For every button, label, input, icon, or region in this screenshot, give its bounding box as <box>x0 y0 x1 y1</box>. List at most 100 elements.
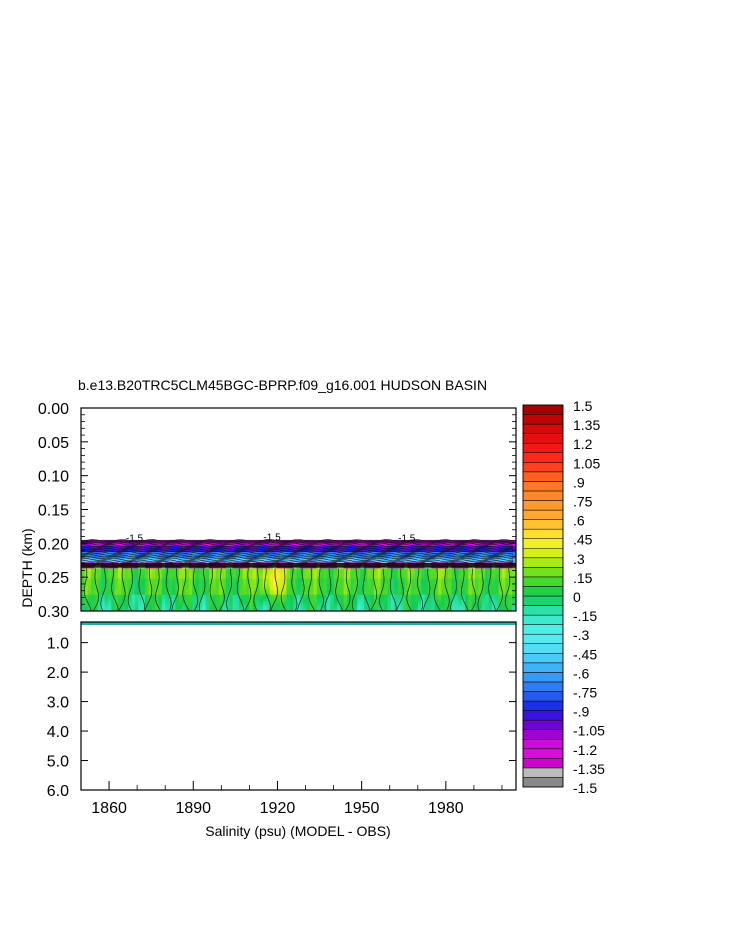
field-cell <box>414 576 419 580</box>
field-cell <box>134 576 139 580</box>
field-cell <box>310 582 314 586</box>
field-cell <box>249 580 254 584</box>
field-cell <box>464 576 469 580</box>
field-cell <box>414 586 419 590</box>
field-cell <box>293 608 298 611</box>
field-cell <box>384 608 389 611</box>
field-cell <box>501 592 506 596</box>
field-cell <box>208 554 213 557</box>
field-cell <box>128 560 133 563</box>
field-cell <box>444 600 449 604</box>
field-cell <box>279 582 284 586</box>
field-cell <box>121 546 126 549</box>
field-cell <box>421 558 426 561</box>
field-cell <box>367 590 372 594</box>
field-cell <box>464 584 469 588</box>
field-cell <box>307 613 311 616</box>
field-cell <box>299 544 304 547</box>
field-cell <box>289 592 294 596</box>
field-cell <box>363 600 368 604</box>
field-cell <box>151 552 156 555</box>
field-cell <box>343 572 348 576</box>
field-cell <box>468 604 473 608</box>
field-cell <box>387 608 392 611</box>
field-cell <box>178 574 183 578</box>
field-cell <box>485 570 490 574</box>
field-cell <box>165 608 170 611</box>
field-cell <box>165 594 170 598</box>
field-cell <box>377 548 382 551</box>
field-cell <box>444 544 449 547</box>
field-cell <box>404 590 409 594</box>
field-cell <box>488 578 493 582</box>
field-cell <box>269 584 274 588</box>
field-cell <box>155 596 160 600</box>
field-cell <box>239 544 244 547</box>
field-cell <box>320 580 325 584</box>
field-cell <box>198 608 203 611</box>
field-cell <box>512 604 516 608</box>
field-cell <box>124 606 129 610</box>
field-cell <box>296 574 301 578</box>
field-cell <box>387 558 392 561</box>
field-cell <box>111 584 116 588</box>
field-cell <box>320 546 325 549</box>
field-cell <box>377 606 382 610</box>
field-cell <box>124 568 129 571</box>
field-cell <box>101 572 106 576</box>
field-cell <box>454 598 459 602</box>
field-cell <box>414 588 419 592</box>
field-cell <box>266 590 271 594</box>
field-cell <box>104 598 109 602</box>
field-cell <box>293 578 298 582</box>
field-cell <box>411 613 415 616</box>
field-cell <box>178 606 183 610</box>
field-cell <box>272 586 277 590</box>
field-cell <box>350 554 355 557</box>
field-cell <box>144 598 149 602</box>
field-cell <box>340 574 345 578</box>
field-cell <box>256 568 261 571</box>
field-cell <box>256 592 261 596</box>
field-cell <box>148 594 153 598</box>
field-cell <box>347 580 352 584</box>
field-cell <box>283 582 288 586</box>
field-cell <box>377 550 382 553</box>
field-cell <box>215 590 220 594</box>
field-cell <box>475 613 479 616</box>
field-cell <box>94 556 99 559</box>
field-cell <box>448 572 453 576</box>
field-cell <box>229 602 234 606</box>
field-cell <box>407 596 412 600</box>
field-cell <box>407 590 412 594</box>
field-cell <box>161 582 166 586</box>
field-cell <box>471 598 476 602</box>
field-cell <box>434 570 439 574</box>
field-cell <box>333 608 338 611</box>
field-cell <box>508 576 513 580</box>
field-cell <box>505 594 510 598</box>
field-cell <box>424 600 429 604</box>
field-cell <box>239 584 244 588</box>
field-cell <box>198 578 203 582</box>
field-cell <box>269 578 274 582</box>
field-cell <box>353 580 358 584</box>
field-cell <box>104 594 109 598</box>
field-cell <box>333 570 338 574</box>
field-cell <box>101 598 106 602</box>
field-cell <box>370 594 375 598</box>
field-cell <box>188 594 193 598</box>
field-cell <box>508 600 513 604</box>
field-cell <box>144 584 149 588</box>
field-cell <box>397 572 402 576</box>
field-cell <box>97 558 102 561</box>
field-cell <box>171 598 176 602</box>
field-cell <box>357 582 362 586</box>
field-cell <box>437 552 442 555</box>
field-cell <box>407 572 412 576</box>
field-cell <box>289 588 294 592</box>
field-cell <box>397 588 402 592</box>
field-cell <box>394 598 399 602</box>
field-cell <box>272 580 277 584</box>
field-cell <box>101 570 106 574</box>
